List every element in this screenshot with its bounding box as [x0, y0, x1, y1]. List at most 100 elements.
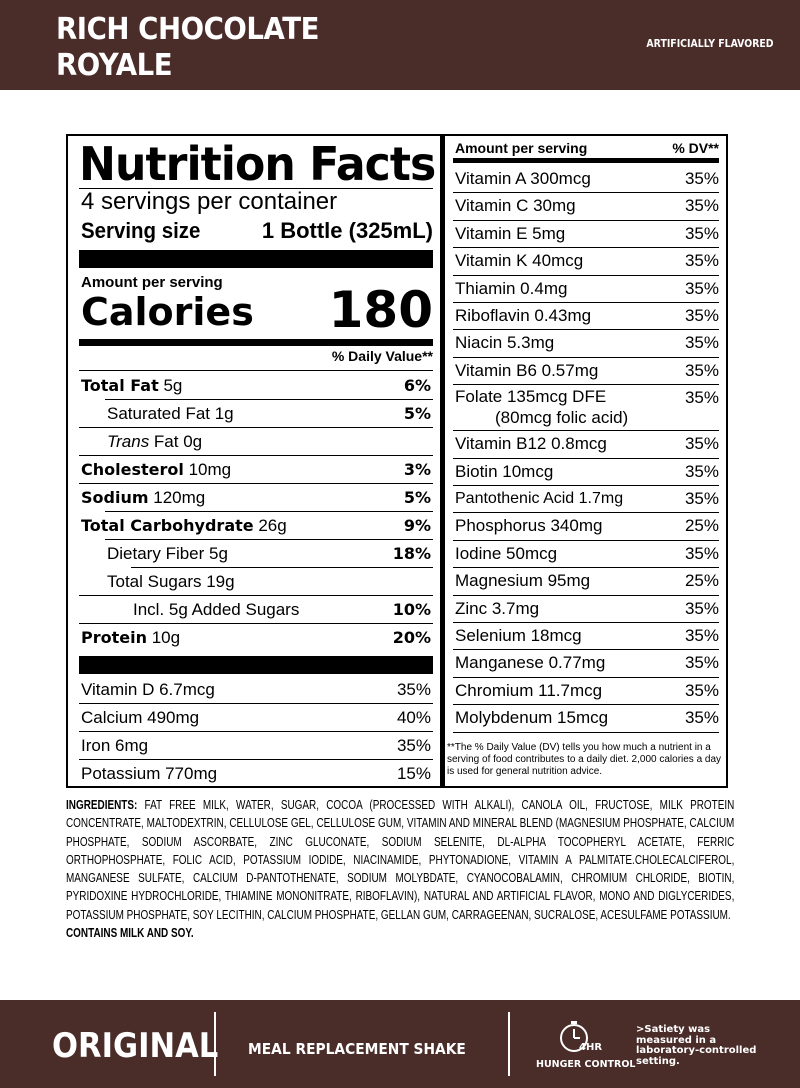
medium-bar [79, 339, 433, 346]
nutrient-label: Cholesterol 10mg [81, 460, 232, 479]
row-divider [453, 274, 719, 276]
nutrient-label: Total Fat 5g [81, 376, 183, 395]
vitamin-dv: 15% [396, 764, 431, 783]
vitamin-row: Vitamin B6 0.57mg 35% [453, 358, 719, 386]
row-divider [453, 731, 719, 733]
vitamin-row: Vitamin C 30mg 35% [453, 193, 719, 221]
nutrient-label: Trans Fat 0g [107, 432, 203, 451]
product-type: MEAL REPLACEMENT SHAKE [248, 1040, 466, 1058]
vitamin-dv: 35% [684, 388, 719, 408]
row-divider [453, 649, 719, 651]
vitamin-dv: 35% [684, 360, 719, 380]
row-divider [79, 759, 433, 760]
amount-per-serving: Amount per serving [81, 274, 223, 291]
vitamin-row: Riboflavin 0.43mg 35% [453, 303, 719, 331]
vitamin-row: Vitamin A 300mcg 35% [453, 166, 719, 194]
vitamin-dv: 40% [396, 708, 431, 727]
vitamin-row: Niacin 5.3mg 35% [453, 330, 719, 358]
vitamin-row: Chromium 11.7mcg 35% [453, 678, 719, 706]
vitamin-row: Molybdenum 15mcg 35% [453, 705, 719, 733]
nutrient-dv: 9% [403, 516, 431, 535]
vitamin-row: Manganese 0.77mg 35% [453, 650, 719, 678]
nutrient-dv: 6% [403, 376, 431, 395]
vitamin-dv: 25% [684, 516, 719, 536]
nutrient-label: Dietary Fiber 5g [107, 544, 228, 563]
right-header-dv: % DV** [672, 140, 719, 156]
separator [214, 1012, 216, 1076]
nutrient-row: Sodium 120mg 5% [79, 484, 433, 512]
vitamin-row: Magnesium 95mg 25% [453, 568, 719, 596]
vitamin-dv: 35% [684, 278, 719, 298]
vitamin-dv: 35% [684, 333, 719, 353]
nutrient-dv: 20% [392, 628, 431, 647]
vitamin-row: Vitamin B12 0.8mcg 35% [453, 431, 719, 459]
serving-size-label: Serving size [81, 218, 201, 243]
medium-bar [453, 158, 719, 163]
nutrient-row: Protein 10g 20% [79, 624, 433, 652]
vitamin-row: Phosphorus 340mg 25% [453, 513, 719, 541]
nutrient-name-italic: Trans [107, 432, 150, 451]
nutrient-row: Incl. 5g Added Sugars 10% [79, 596, 433, 624]
ingredients-label: INGREDIENTS: [66, 798, 138, 812]
vitamin-row: Thiamin 0.4mg 35% [453, 276, 719, 303]
vitamin-label: Potassium 770mg [81, 764, 218, 783]
nutrient-label: Protein 10g [81, 628, 181, 647]
row-divider [453, 329, 719, 331]
nutrient-dv: 10% [392, 600, 431, 619]
dv-footnote: **The % Daily Value (DV) tells you how m… [447, 742, 722, 777]
nutrient-name: Cholesterol [81, 460, 184, 479]
row-divider [453, 512, 719, 514]
header-band: RICH CHOCOLATE ROYALE ARTIFICIALLY FLAVO… [0, 0, 800, 90]
row-divider [79, 455, 433, 456]
vitamin-row: Calcium 490mg 40% [79, 704, 433, 732]
vitamin-dv: 35% [684, 653, 719, 673]
vitamin-label: Manganese 0.77mg [455, 653, 606, 673]
vitamin-label: Thiamin 0.4mg [455, 278, 568, 298]
nutrient-name: Total Carbohydrate [81, 516, 254, 535]
hunger-control-label: HUNGER CONTROL [536, 1059, 636, 1070]
vitamin-row: Iron 6mg 35% [79, 732, 433, 760]
vitamin-dv: 35% [684, 306, 719, 325]
vitamin-label: Phosphorus 340mg [455, 516, 603, 536]
vitamin-dv: 35% [684, 223, 719, 243]
divider [79, 370, 433, 371]
variant-label: ORIGINAL [52, 1026, 219, 1066]
stopwatch-icon: 4HR [560, 1021, 602, 1053]
row-divider [105, 511, 433, 512]
vitamin-label: Vitamin A 300mcg [455, 169, 591, 188]
vitamin-dv: 35% [684, 543, 719, 563]
vitamin-label: Zinc 3.7mg [455, 598, 540, 618]
vitamin-row: Vitamin K 40mcg 35% [453, 248, 719, 276]
calories-label: Calories [81, 290, 254, 334]
nutrient-label: Sodium 120mg [81, 488, 206, 507]
vitamin-row: Folate 135mcg DFE (80mcg folic acid) 35% [453, 385, 719, 432]
calories-value: 180 [328, 281, 433, 339]
row-divider [105, 539, 433, 540]
vitamin-dv: 35% [684, 461, 719, 481]
nutrient-label: Saturated Fat 1g [107, 404, 234, 423]
right-header-label: Amount per serving [455, 140, 588, 156]
vitamin-label: Vitamin K 40mcg [455, 251, 584, 271]
vitamin-label: Chromium 11.7mcg [455, 680, 603, 700]
divider [79, 188, 433, 189]
nutrition-facts-title: Nutrition Facts [79, 137, 436, 191]
product-name: RICH CHOCOLATE ROYALE [56, 12, 320, 84]
row-divider [453, 567, 719, 569]
nutrient-row: Saturated Fat 1g 5% [79, 400, 433, 428]
row-divider [453, 484, 719, 486]
thick-bar [79, 656, 433, 674]
vitamin-dv: 35% [684, 680, 719, 700]
row-divider [453, 247, 719, 249]
vitamin-label: Vitamin C 30mg [455, 196, 576, 216]
vitamin-label: Riboflavin 0.43mg [455, 306, 592, 325]
vitamin-label: Molybdenum 15mcg [455, 708, 609, 728]
vitamin-label: Vitamin D 6.7mcg [81, 680, 215, 699]
row-divider [453, 676, 719, 678]
nutrient-row: Total Fat 5g 6% [79, 372, 433, 400]
vitamin-label: Folate 135mcg DFE (80mcg folic acid) [455, 387, 629, 428]
vitamin-dv: 35% [684, 196, 719, 216]
vitamin-label: Vitamin B12 0.8mcg [455, 434, 607, 454]
row-divider [453, 192, 719, 194]
vitamin-label: Iron 6mg [81, 736, 149, 755]
nutrient-name: Sodium [81, 488, 149, 507]
